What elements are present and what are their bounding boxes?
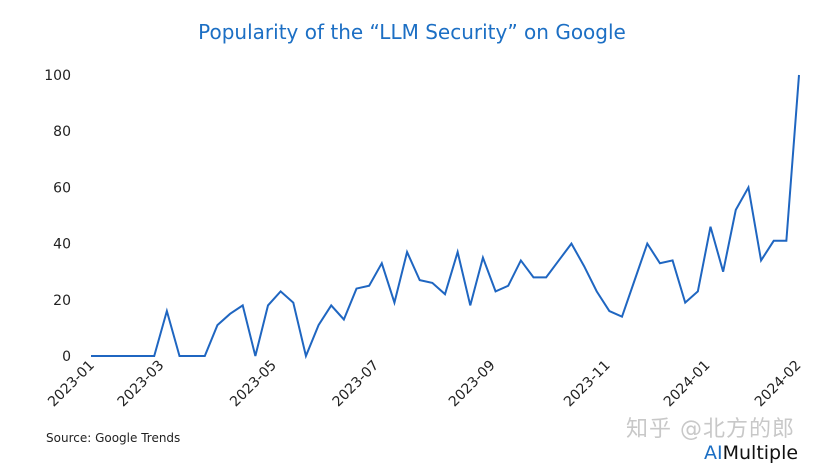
data-point (216, 324, 218, 326)
data-point (115, 355, 117, 357)
data-point (697, 290, 699, 292)
logo-ai: AI (704, 442, 723, 464)
data-point (482, 257, 484, 259)
data-point (204, 355, 206, 357)
data-point (305, 355, 307, 357)
data-point (469, 304, 471, 306)
data-point (191, 355, 193, 357)
data-point (659, 262, 661, 264)
aimultiple-logo: AIMultiple (704, 443, 798, 463)
data-point (292, 302, 294, 304)
data-point (735, 209, 737, 211)
data-point (634, 279, 636, 281)
y-tick-label: 40 (53, 237, 71, 253)
data-point (621, 316, 623, 318)
data-point (90, 355, 92, 357)
data-point (128, 355, 130, 357)
y-tick-label: 80 (53, 124, 71, 140)
logo-rest: Multiple (722, 442, 799, 464)
data-point (330, 304, 332, 306)
data-point (419, 279, 421, 281)
data-point (710, 226, 712, 228)
watermark: 知乎 @北方的郎 (626, 417, 795, 442)
data-point (141, 355, 143, 357)
data-point (747, 186, 749, 188)
y-tick-label: 20 (53, 293, 71, 309)
x-tick-label: 2023-07 (330, 358, 383, 411)
data-point (596, 290, 598, 292)
data-point (166, 310, 168, 312)
data-point (583, 265, 585, 267)
x-tick-label: 2024-01 (661, 358, 714, 411)
data-point (280, 290, 282, 292)
y-tick-label: 100 (44, 68, 71, 84)
data-point (646, 243, 648, 245)
data-point (444, 293, 446, 295)
data-point (785, 240, 787, 242)
data-point (545, 276, 547, 278)
data-point (798, 74, 800, 76)
data-point (318, 324, 320, 326)
x-tick-label: 2023-11 (561, 358, 614, 411)
data-point (773, 240, 775, 242)
x-tick-label: 2023-01 (45, 358, 98, 411)
data-point (457, 251, 459, 253)
data-point (229, 313, 231, 315)
data-point (684, 302, 686, 304)
data-point (760, 259, 762, 261)
data-point (242, 304, 244, 306)
series-line (91, 74, 800, 360)
source-note: Source: Google Trends (46, 431, 181, 445)
data-point (495, 290, 497, 292)
data-point (254, 355, 256, 357)
data-point (722, 271, 724, 273)
data-point (608, 310, 610, 312)
chart-title: Popularity of the “LLM Security” on Goog… (198, 20, 626, 44)
x-tick-label: 2023-03 (115, 358, 168, 411)
data-point (507, 285, 509, 287)
data-point (153, 355, 155, 357)
data-point (103, 355, 105, 357)
y-tick-label: 60 (53, 180, 71, 196)
y-tick-label: 0 (62, 349, 71, 365)
x-tick-label: 2023-09 (446, 358, 499, 411)
data-point (179, 355, 181, 357)
data-point (558, 259, 560, 261)
x-tick-label: 2023-05 (227, 358, 280, 411)
data-point (381, 262, 383, 264)
data-point (533, 276, 535, 278)
x-tick-label: 2024-02 (752, 358, 805, 411)
data-point (431, 282, 433, 284)
data-point (570, 243, 572, 245)
data-point (368, 285, 370, 287)
data-point (343, 318, 345, 320)
data-point (267, 304, 269, 306)
data-point (356, 288, 358, 290)
data-point (406, 251, 408, 253)
data-point (393, 302, 395, 304)
data-point (520, 259, 522, 261)
data-point (672, 259, 674, 261)
